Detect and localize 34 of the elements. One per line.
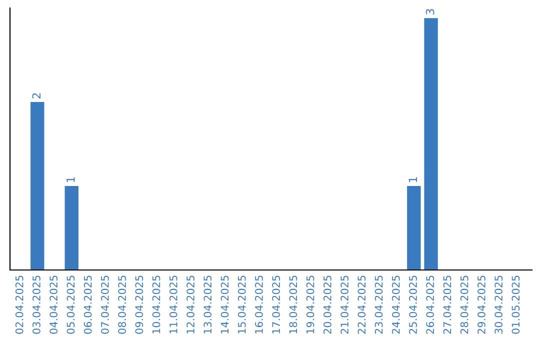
x-tick-label: 11.04.2025 (169, 276, 178, 334)
x-tick-label: 05.04.2025 (66, 276, 75, 334)
x-tick-label: 09.04.2025 (135, 276, 144, 334)
x-tick-label: 27.04.2025 (443, 276, 452, 334)
x-tick-label: 16.04.2025 (255, 276, 263, 334)
x-tick-label: 06.04.2025 (84, 276, 92, 334)
x-tick-label: 14.04.2025 (220, 276, 229, 334)
x-tick-label: 08.04.2025 (118, 276, 126, 334)
x-tick-label: 23.04.2025 (374, 276, 383, 334)
x-tick-label: 29.04.2025 (478, 276, 486, 334)
x-tick-label: 15.04.2025 (238, 276, 246, 334)
x-tick-label: 18.04.2025 (289, 276, 298, 334)
x-tick-label: 02.04.2025 (15, 276, 24, 334)
x-tick-label: 20.04.2025 (323, 276, 332, 334)
data-label: 1 (408, 177, 417, 182)
x-tick-label: 04.04.2025 (50, 276, 58, 334)
x-tick-label: 26.04.2025 (426, 276, 434, 334)
x-tick-label: 30.04.2025 (494, 276, 503, 334)
data-label: 3 (426, 9, 434, 14)
x-tick-label: 07.04.2025 (100, 276, 109, 334)
x-tick-label: 22.04.2025 (358, 276, 366, 334)
x-tick-label: 13.04.2025 (204, 276, 212, 334)
data-label: 2 (32, 93, 40, 98)
x-tick-label: 10.04.2025 (152, 276, 160, 334)
data-label: 1 (66, 177, 75, 182)
x-tick-label: 12.04.2025 (186, 276, 194, 334)
x-tick-label: 28.04.2025 (460, 276, 468, 334)
x-tick-label: 01.05.2025 (512, 276, 520, 334)
x-tick-label: 17.04.2025 (272, 276, 280, 334)
x-tick-label: 25.04.2025 (409, 276, 417, 334)
x-tick-label: 19.04.2025 (306, 276, 314, 334)
x-tick-label: 21.04.2025 (340, 276, 348, 334)
x-tick-label: 03.04.2025 (32, 276, 40, 334)
x-tick-label: 24.04.2025 (392, 276, 400, 334)
